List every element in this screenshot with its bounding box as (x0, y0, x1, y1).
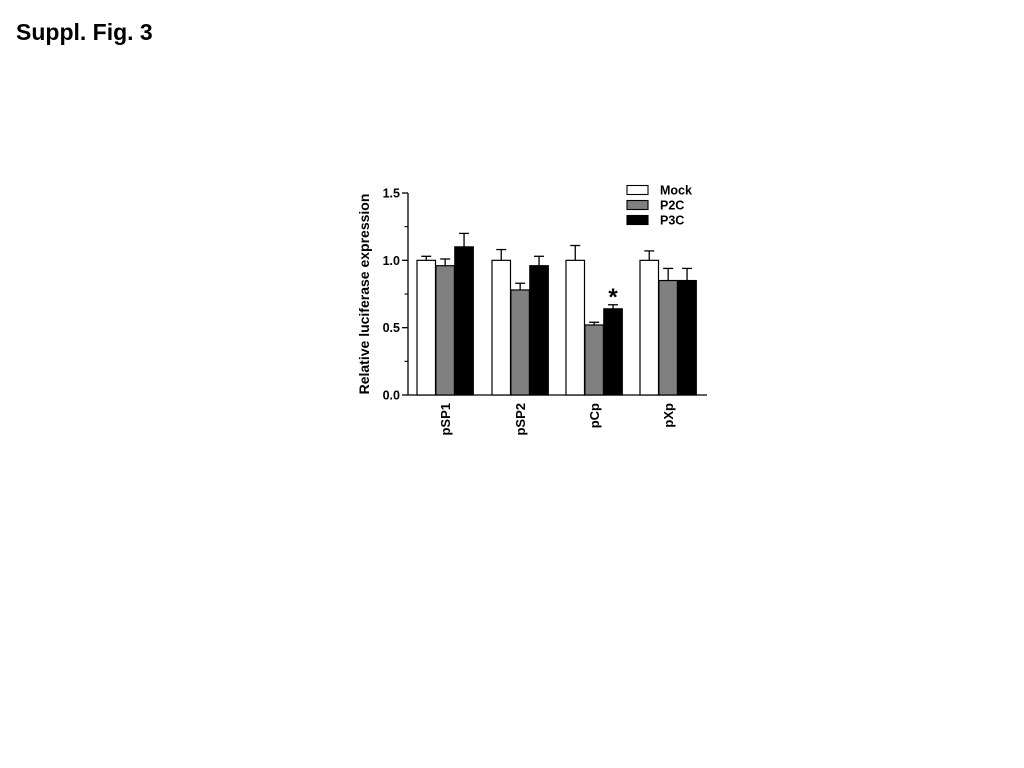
bar-psp1-p3c (454, 246, 474, 396)
x-tick-label-psp2: pSP2 (513, 403, 528, 436)
legend-label-p3c: P3C (660, 214, 684, 228)
chart-annotations: * (608, 284, 618, 311)
chart-axes: 0.0 0.5 1.0 1.5 Relative luciferase expressi… (356, 187, 707, 436)
bar-pcp-p2c (584, 324, 605, 396)
y-tick-label: 0.5 (383, 321, 400, 335)
bar-pcp-mock (565, 259, 586, 396)
legend-swatch-p2c (626, 199, 649, 211)
figure-title: Suppl. Fig. 3 (16, 19, 153, 45)
bar-pxp-mock (639, 259, 660, 396)
bar-psp2-p2c (510, 289, 530, 396)
x-tick-label-pxp: pXp (661, 403, 676, 428)
legend-label-p2c: P2C (660, 199, 684, 213)
significance-marker: * (608, 284, 618, 311)
x-tick-label-pcp: pCp (587, 403, 602, 428)
chart-bars (416, 232, 697, 396)
y-tick-label: 1.0 (383, 254, 400, 268)
legend-swatch-p3c (626, 214, 649, 226)
x-tick-label-psp1: pSP1 (438, 403, 453, 436)
bar-psp1-p2c (435, 265, 455, 396)
bar-psp2-mock (491, 259, 512, 396)
y-axis-label: Relative luciferase expression (356, 194, 372, 395)
legend-swatch-mock (626, 184, 649, 196)
legend-label-mock: Mock (660, 184, 692, 198)
bar-pxp-p2c (658, 279, 679, 396)
bar-psp2-p3c (529, 265, 549, 396)
bar-pxp-p3c (677, 279, 697, 396)
y-tick-label: 1.5 (383, 187, 400, 201)
bar-pcp-p3c (603, 308, 623, 396)
y-tick-label: 0.0 (383, 389, 400, 403)
bar-psp1-mock (416, 259, 437, 396)
